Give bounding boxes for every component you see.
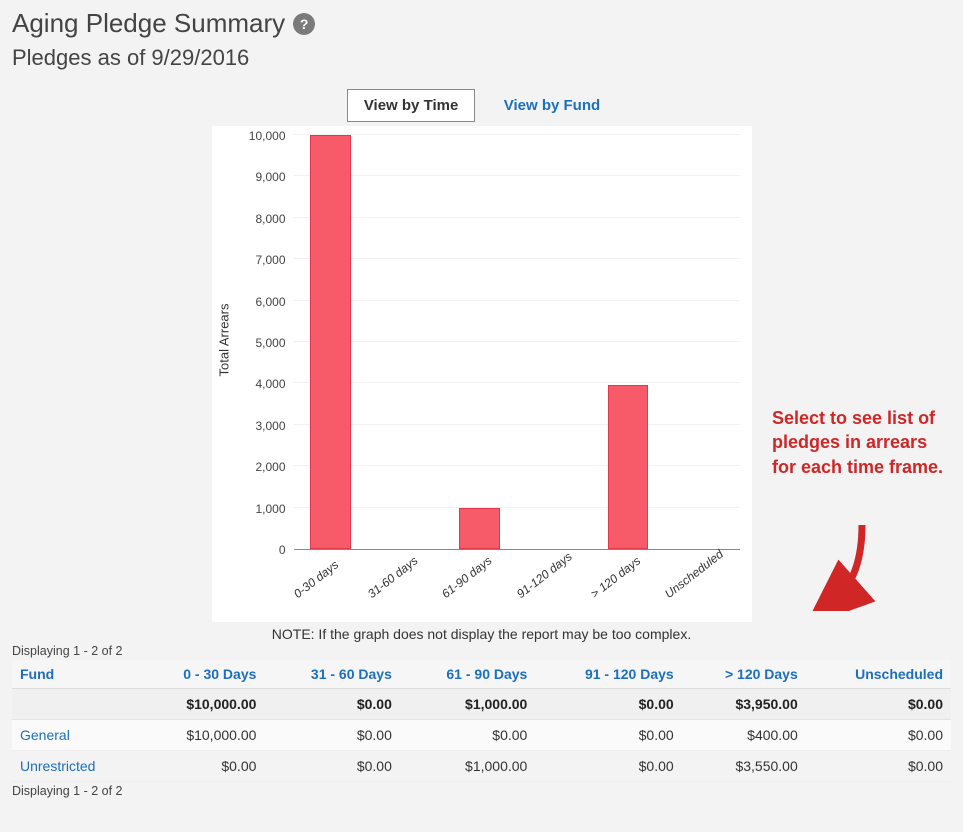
help-icon[interactable]: ? [293,13,315,35]
amount-cell[interactable]: $0.00 [264,720,399,751]
page-subtitle: Pledges as of 9/29/2016 [12,45,951,71]
amount-cell[interactable]: $0.00 [140,751,265,782]
chart-bar[interactable] [459,508,500,549]
column-header[interactable]: 91 - 120 Days [535,660,681,689]
chart-bar[interactable] [608,385,649,549]
x-tick-label: 91-120 days [514,549,575,601]
fund-link[interactable]: General [12,720,140,751]
totals-cell[interactable]: $0.00 [806,689,951,720]
totals-cell[interactable]: $10,000.00 [140,689,265,720]
column-header[interactable]: Unscheduled [806,660,951,689]
chart-bar[interactable] [310,135,351,549]
amount-cell[interactable]: $0.00 [400,720,535,751]
amount-cell[interactable]: $0.00 [535,751,681,782]
tab-view-by-time[interactable]: View by Time [347,89,476,122]
fund-link[interactable]: Unrestricted [12,751,140,782]
chart-note: NOTE: If the graph does not display the … [12,626,951,642]
tab-view-by-fund[interactable]: View by Fund [488,90,616,121]
y-tick-label: 3,000 [216,419,286,433]
display-count-bottom: Displaying 1 - 2 of 2 [12,784,951,798]
x-tick-label: 0-30 days [291,558,341,601]
y-tick-label: 7,000 [216,253,286,267]
totals-cell[interactable]: $3,950.00 [682,689,806,720]
amount-cell[interactable]: $1,000.00 [400,751,535,782]
x-tick-label: 31-60 days [365,553,420,601]
amount-cell[interactable]: $10,000.00 [140,720,265,751]
y-tick-label: 6,000 [216,295,286,309]
page-title-text: Aging Pledge Summary [12,8,285,39]
view-toggle: View by Time View by Fund [12,89,951,122]
totals-cell[interactable]: $0.00 [264,689,399,720]
y-tick-label: 0 [216,543,286,557]
y-tick-label: 2,000 [216,460,286,474]
page-title: Aging Pledge Summary ? [12,8,951,39]
amount-cell[interactable]: $3,550.00 [682,751,806,782]
amount-cell[interactable]: $0.00 [806,720,951,751]
aging-chart: Total Arrears 01,0002,0003,0004,0005,000… [212,126,752,622]
x-tick-label: 61-90 days [439,553,494,601]
display-count-top: Displaying 1 - 2 of 2 [12,644,951,658]
column-header[interactable]: 31 - 60 Days [264,660,399,689]
y-tick-label: 9,000 [216,170,286,184]
y-tick-label: 4,000 [216,377,286,391]
totals-cell[interactable]: $1,000.00 [400,689,535,720]
column-header[interactable]: 61 - 90 Days [400,660,535,689]
y-tick-label: 5,000 [216,336,286,350]
y-tick-label: 1,000 [216,502,286,516]
x-tick-label: > 120 days [588,554,643,601]
amount-cell[interactable]: $0.00 [264,751,399,782]
amount-cell[interactable]: $400.00 [682,720,806,751]
column-header[interactable]: 0 - 30 Days [140,660,265,689]
column-header[interactable]: Fund [12,660,140,689]
totals-cell[interactable]: $0.00 [535,689,681,720]
y-tick-label: 8,000 [216,212,286,226]
callout-text: Select to see list of pledges in arrears… [772,406,952,479]
table-row: Unrestricted$0.00$0.00$1,000.00$0.00$3,5… [12,751,951,782]
callout-arrow-icon [792,521,902,611]
amount-cell[interactable]: $0.00 [806,751,951,782]
table-row: General$10,000.00$0.00$0.00$0.00$400.00$… [12,720,951,751]
column-header[interactable]: > 120 Days [682,660,806,689]
y-tick-label: 10,000 [216,129,286,143]
totals-cell [12,689,140,720]
x-tick-label: Unscheduled [662,547,726,601]
amount-cell[interactable]: $0.00 [535,720,681,751]
pledge-table: Fund0 - 30 Days31 - 60 Days61 - 90 Days9… [12,660,951,782]
